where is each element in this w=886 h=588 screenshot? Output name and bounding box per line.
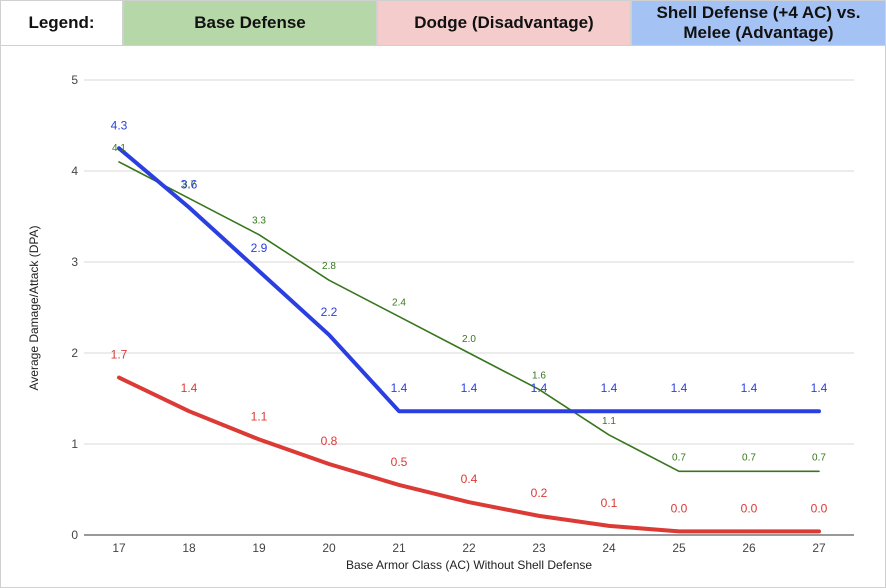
x-axis-title: Base Armor Class (AC) Without Shell Defe… xyxy=(346,558,592,572)
label-layer: 4.1 3.7 3.3 2.8 2.4 2.0 1.6 1.1 0.7 0.7 0.7 1.7 1.4 1… xyxy=(111,118,828,515)
data-label: 2.4 xyxy=(392,298,406,309)
data-label: 1.4 xyxy=(531,381,548,395)
data-label: 2.2 xyxy=(321,305,338,319)
x-tick-label: 27 xyxy=(812,541,826,555)
data-label: 0.7 xyxy=(812,452,826,463)
y-tick-label: 3 xyxy=(71,255,78,269)
x-tick-label: 23 xyxy=(532,541,546,555)
x-tick-label: 19 xyxy=(252,541,266,555)
data-label: 3.3 xyxy=(252,216,266,227)
legend-item-shell-defense: Shell Defense (+4 AC) vs. Melee (Advanta… xyxy=(631,0,886,46)
data-label: 2.0 xyxy=(462,334,476,345)
legend-item-shell-defense-line1: Shell Defense (+4 AC) vs. xyxy=(656,3,861,22)
y-tick-label: 2 xyxy=(71,346,78,360)
data-label: 1.4 xyxy=(181,381,198,395)
data-label: 3.7 xyxy=(182,179,196,190)
series-line xyxy=(117,375,821,534)
data-label: 2.9 xyxy=(251,241,268,255)
data-label: 0.0 xyxy=(671,501,688,515)
x-tick-label: 18 xyxy=(182,541,196,555)
data-label: 1.1 xyxy=(251,409,268,423)
data-label: 1.4 xyxy=(601,381,618,395)
data-label: 4.1 xyxy=(112,143,126,154)
y-tick-label: 0 xyxy=(71,528,78,542)
data-label: 0.8 xyxy=(321,434,338,448)
x-tick-label: 17 xyxy=(112,541,126,555)
data-label: 1.6 xyxy=(532,370,546,381)
legend-item-base-defense: Base Defense xyxy=(123,0,377,46)
data-label: 1.4 xyxy=(391,381,408,395)
x-tick-label: 26 xyxy=(742,541,756,555)
data-label: 0.7 xyxy=(672,452,686,463)
data-label: 0.0 xyxy=(741,501,758,515)
series-line xyxy=(118,161,820,473)
legend-item-shell-defense-line2: Melee (Advantage) xyxy=(683,23,834,42)
x-tick-label: 25 xyxy=(672,541,686,555)
y-axis-title: Average Damage/Attack (DPA) xyxy=(27,226,41,391)
data-label: 0.0 xyxy=(811,501,828,515)
x-tick-label: 20 xyxy=(322,541,336,555)
y-tick-label: 4 xyxy=(71,164,78,178)
data-label: 0.7 xyxy=(742,452,756,463)
series-line xyxy=(117,146,821,414)
legend-title: Legend: xyxy=(0,0,123,46)
data-label: 4.3 xyxy=(111,118,128,132)
data-label: 1.4 xyxy=(461,381,478,395)
y-tick-label: 1 xyxy=(71,437,78,451)
data-label: 0.4 xyxy=(461,472,478,486)
legend-item-dodge: Dodge (Disadvantage) xyxy=(377,0,631,46)
series-layer xyxy=(117,146,821,534)
data-label: 1.1 xyxy=(602,416,616,427)
data-label: 1.4 xyxy=(741,381,758,395)
data-label: 0.2 xyxy=(531,486,548,500)
x-tick-label: 22 xyxy=(462,541,476,555)
y-tick-label: 5 xyxy=(71,73,78,87)
x-tick-label: 21 xyxy=(392,541,406,555)
data-label: 1.7 xyxy=(111,348,128,362)
x-tick-label: 24 xyxy=(602,541,616,555)
data-label: 1.4 xyxy=(811,381,828,395)
data-label: 0.5 xyxy=(391,455,408,469)
legend-bar: Legend: Base Defense Dodge (Disadvantage… xyxy=(0,0,886,46)
data-label: 1.4 xyxy=(671,381,688,395)
data-label: 0.1 xyxy=(601,496,618,510)
data-label: 3.6 xyxy=(181,177,198,191)
data-label: 2.8 xyxy=(322,261,336,272)
